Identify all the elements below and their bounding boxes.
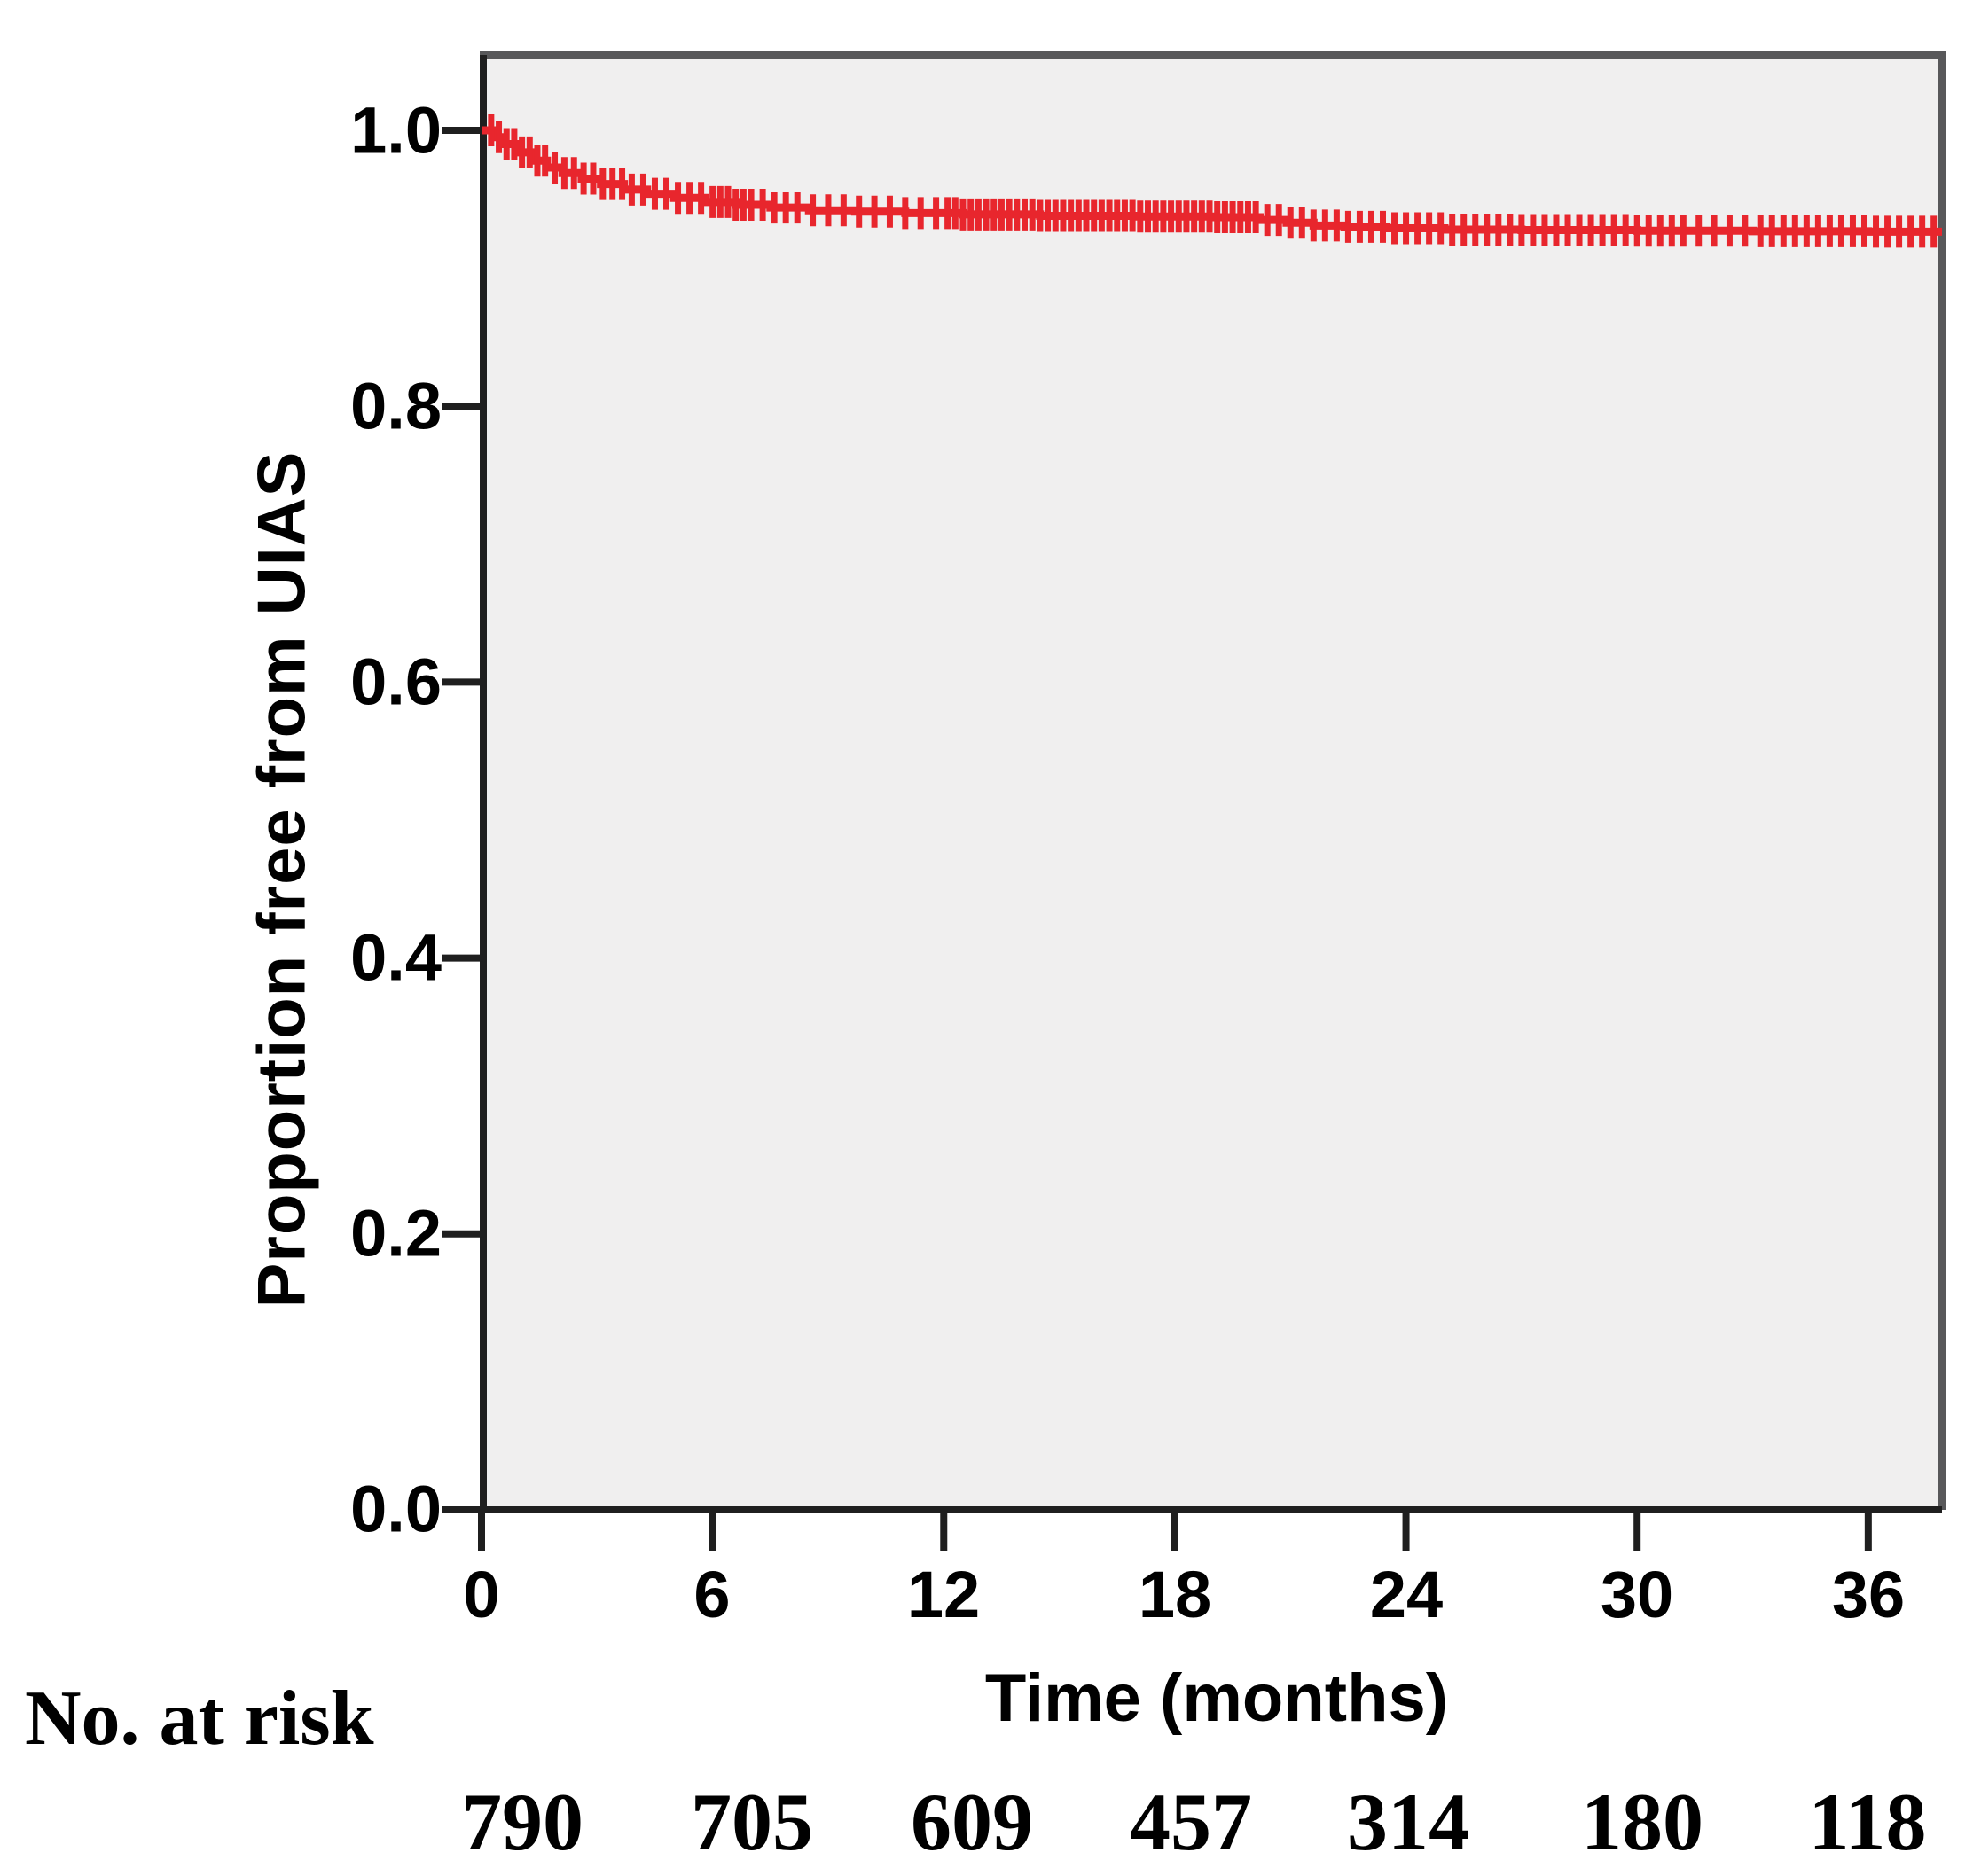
x-tick-label: 30 [1600, 1558, 1674, 1631]
x-tick-label: 6 [693, 1558, 731, 1631]
x-axis-title: Time (months) [984, 1661, 1449, 1736]
y-axis-title: Proportion free from UIAS [244, 450, 320, 1309]
x-tick-label: 36 [1831, 1558, 1906, 1631]
x-tick-label: 24 [1369, 1558, 1444, 1631]
y-tick-label: 0.2 [350, 1196, 442, 1270]
y-tick-label: 0.4 [350, 920, 442, 995]
risk-count: 314 [1347, 1777, 1469, 1867]
y-tick-label: 1.0 [350, 93, 442, 168]
x-tick-label: 18 [1138, 1558, 1212, 1631]
y-tick-label: 0.8 [350, 369, 442, 443]
no-at-risk-label: No. at risk [25, 1676, 374, 1762]
y-tick-label: 0.0 [350, 1472, 442, 1546]
risk-count: 790 [461, 1777, 583, 1867]
risk-count: 118 [1808, 1777, 1927, 1867]
risk-count: 180 [1581, 1777, 1703, 1867]
plot-area [483, 55, 1942, 1510]
risk-count: 609 [911, 1777, 1033, 1867]
y-tick-label: 0.6 [350, 645, 442, 719]
risk-count: 457 [1130, 1777, 1252, 1867]
x-tick-label: 12 [906, 1558, 981, 1631]
risk-count: 705 [691, 1777, 813, 1867]
x-tick-label: 0 [463, 1558, 500, 1631]
